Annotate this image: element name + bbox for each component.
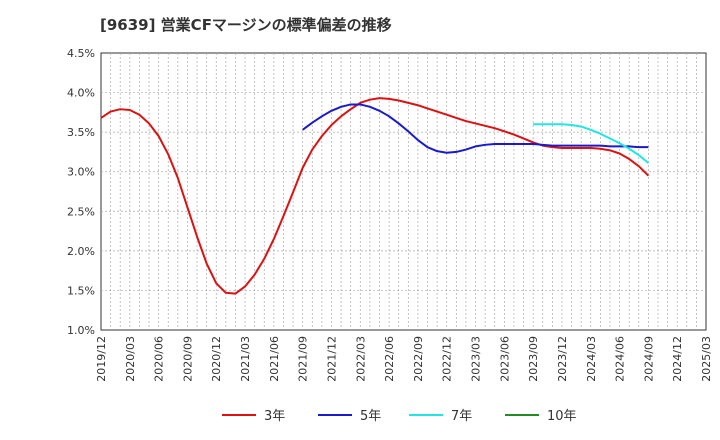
x-tick-label: 2020/09	[181, 336, 194, 382]
x-tick-label: 2024/03	[585, 336, 598, 382]
x-tick-label: 2022/03	[354, 336, 367, 382]
x-tick-label: 2020/03	[124, 336, 137, 382]
y-tick-label: 4.5%	[67, 47, 95, 60]
x-tick-label: 2019/12	[95, 336, 108, 382]
legend-label: 10年	[547, 409, 577, 424]
y-tick-label: 2.5%	[67, 205, 95, 218]
x-tick-label: 2023/06	[498, 336, 511, 382]
y-tick-label: 1.5%	[67, 284, 95, 297]
legend-label: 5年	[360, 409, 381, 424]
legend-label: 3年	[264, 409, 285, 424]
legend-label: 7年	[451, 409, 472, 424]
x-tick-label: 2020/06	[153, 336, 166, 382]
x-tick-label: 2022/09	[412, 336, 425, 382]
chart-title: [9639] 営業CFマージンの標準偏差の推移	[100, 16, 392, 34]
y-tick-label: 3.0%	[67, 166, 95, 179]
x-tick-label: 2024/06	[614, 336, 627, 382]
x-tick-label: 2022/06	[383, 336, 396, 382]
x-tick-label: 2023/09	[527, 336, 540, 382]
y-tick-label: 2.0%	[67, 245, 95, 258]
x-tick-label: 2020/12	[210, 336, 223, 382]
x-tick-label: 2021/12	[325, 336, 338, 382]
series-line	[100, 97, 650, 295]
series-line	[533, 123, 650, 164]
x-tick-label: 2023/12	[556, 336, 569, 382]
x-tick-label: 2022/12	[441, 336, 454, 382]
x-tick-label: 2024/12	[671, 336, 684, 382]
plot-area	[100, 52, 707, 331]
series-line	[302, 103, 649, 154]
x-tick-label: 2021/06	[268, 336, 281, 382]
y-tick-label: 3.5%	[67, 126, 95, 139]
x-tick-label: 2021/09	[297, 336, 310, 382]
x-tick-label: 2021/03	[239, 336, 252, 382]
x-tick-label: 2023/03	[470, 336, 483, 382]
y-tick-label: 1.0%	[67, 324, 95, 337]
x-tick-label: 2024/09	[642, 336, 655, 382]
x-tick-label: 2025/03	[700, 336, 713, 382]
y-tick-label: 4.0%	[67, 87, 95, 100]
